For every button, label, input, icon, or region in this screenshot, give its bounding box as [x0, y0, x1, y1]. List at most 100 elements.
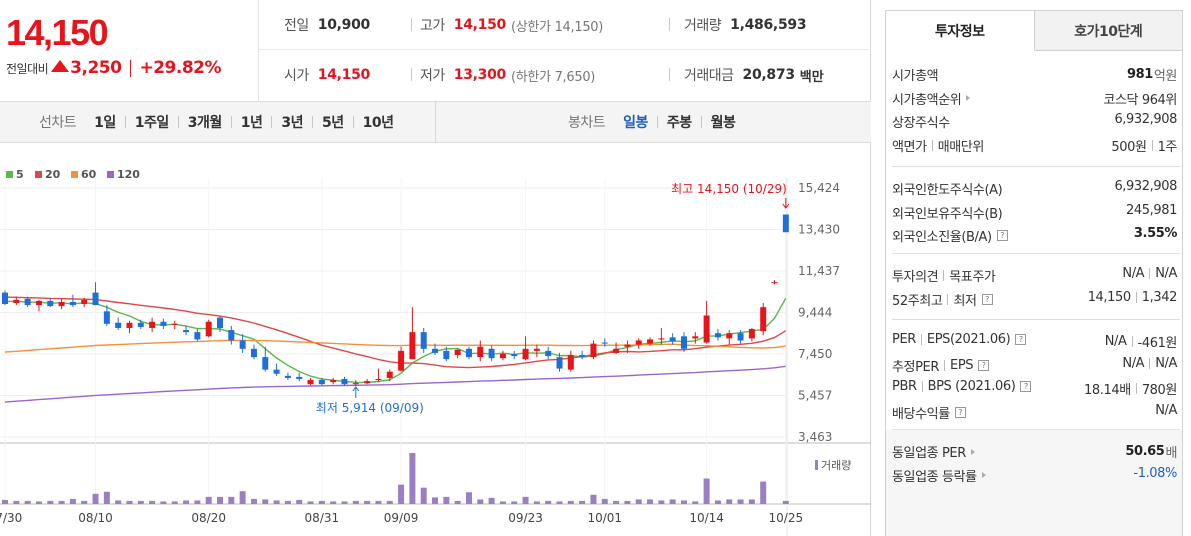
volume-bar: [58, 500, 65, 504]
line-period-4[interactable]: 1년: [240, 115, 263, 131]
help-icon[interactable]: ?: [978, 359, 990, 371]
candle-body: [613, 348, 620, 353]
info-key-label: 동일업종 등락률: [892, 469, 977, 485]
help-icon[interactable]: ?: [1020, 381, 1032, 392]
volume-bar: [296, 499, 303, 504]
volume-bar: [13, 500, 20, 504]
info-key-label: 52주최고: [892, 293, 943, 309]
info-key: 외국인소진율(B/A)?: [892, 226, 1008, 245]
candle-period-2[interactable]: 주봉: [666, 115, 692, 131]
info-key-label: 외국인한도주식수(A): [892, 183, 1003, 198]
info-value-main: 245,981: [1126, 202, 1177, 218]
volume-bar: [579, 500, 586, 504]
volume-bar: [115, 500, 122, 504]
info-row: PBR BPS (2021.06)? 18.14배 780원: [886, 376, 1182, 398]
volume-bar: [217, 496, 224, 504]
candle-body: [47, 300, 54, 307]
chevron-right-icon[interactable]: [970, 448, 975, 455]
chart-toolbar: 선차트 1일 1주일 3개월 1년 3년 5년 10년 봉차트 일봉 주봉 월봉: [0, 101, 871, 143]
help-icon[interactable]: ?: [1015, 334, 1027, 345]
info-key: 동일업종 PER: [892, 442, 975, 461]
low-price-stat: 저가 13,300 (하한가 7,650): [420, 67, 596, 85]
volume-legend-swatch: [815, 460, 818, 470]
volume-bar: [556, 501, 563, 504]
help-icon[interactable]: ?: [954, 406, 966, 418]
line-period-3[interactable]: 3개월: [187, 115, 223, 131]
candle-body: [81, 299, 88, 305]
candle-body: [556, 357, 563, 369]
tab-investment-info[interactable]: 투자정보: [885, 10, 1035, 51]
help-icon[interactable]: ?: [981, 293, 993, 305]
info-value: 245,981: [1126, 203, 1177, 218]
volume-bar: [171, 501, 178, 504]
y-tick-label: 15,424: [798, 181, 840, 195]
candle-body: [239, 340, 246, 349]
change-amount: 3,250: [70, 58, 122, 78]
tab-order-book[interactable]: 호가10단계: [1034, 10, 1183, 51]
volume-bar: [398, 484, 405, 504]
x-tick-label: 10/25: [769, 511, 804, 525]
candle-body: [24, 298, 31, 306]
divider: [312, 116, 314, 128]
info-key: 52주최고 최저?: [892, 290, 993, 309]
info-row: 동일업종 등락률 -1.08%: [886, 463, 1182, 485]
volume-bar: [341, 501, 348, 504]
up-triangle-icon: [51, 60, 70, 72]
high-annotation: 최고 14,150 (10/29): [671, 182, 787, 196]
y-tick-label: 9,444: [798, 305, 832, 319]
info-key: 외국인보유주식수(B): [892, 203, 1003, 222]
line-period-6[interactable]: 5년: [322, 115, 344, 131]
chevron-right-icon[interactable]: [981, 472, 986, 478]
y-tick-label: 5,457: [798, 388, 832, 402]
divider: [947, 293, 949, 305]
line-period-7[interactable]: 10년: [362, 115, 394, 131]
high-price-stat: 고가 14,150 (상한가 14,150): [420, 17, 604, 35]
info-value-part: -461원: [1137, 336, 1178, 351]
candle-body: [58, 301, 65, 307]
info-key-label: 상장주식수: [892, 116, 950, 131]
line-chart-title: 선차트: [39, 115, 77, 131]
info-value: N/A -461원: [1105, 332, 1178, 351]
line-period-5[interactable]: 3년: [281, 115, 304, 131]
low-arrow-icon: [352, 386, 360, 398]
info-key-label: 외국인소진율(B/A): [892, 230, 992, 245]
info-value: 18.14배 780원: [1084, 379, 1177, 398]
candle-period-3[interactable]: 월봉: [710, 115, 736, 131]
info-row: 상장주식수 6,932,908: [886, 109, 1182, 131]
moving-average-5: [4, 297, 787, 384]
candle-body: [748, 329, 755, 339]
info-value-main: N/A: [1155, 402, 1177, 418]
info-value: 3.55%: [1134, 226, 1178, 241]
volume-bar: [443, 496, 450, 504]
candle-body: [375, 378, 382, 381]
volume-bar: [250, 498, 257, 504]
divider: [130, 59, 132, 77]
volume-bar: [35, 501, 42, 504]
candle-body: [601, 342, 608, 344]
line-period-2[interactable]: 1주일: [134, 115, 170, 131]
info-key-label: PER: [892, 332, 916, 347]
candle-body: [579, 355, 586, 358]
info-key-label: BPS (2021.06): [927, 379, 1016, 394]
chevron-right-icon[interactable]: [966, 95, 971, 101]
candle-body: [160, 321, 167, 326]
price-chart[interactable]: 5 20 60 120 거래량 15,424 13,430 11,437 9,444 7,45…: [0, 143, 871, 536]
line-period-1[interactable]: 1일: [94, 115, 116, 131]
candle-body: [545, 350, 552, 357]
help-icon[interactable]: ?: [996, 230, 1008, 241]
volume-bar: [465, 492, 472, 504]
candle-period-1[interactable]: 일봉: [623, 115, 648, 131]
candle-body: [680, 336, 687, 349]
candle-body: [771, 282, 778, 284]
section-divider: [892, 166, 1180, 167]
candle-body: [318, 380, 325, 385]
volume-bar: [352, 500, 359, 504]
info-key: 동일업종 등락률: [892, 466, 986, 485]
info-key-label: 시가총액순위: [892, 92, 962, 108]
open-price-stat: 시가 14,150: [284, 67, 370, 84]
divider: [124, 116, 126, 128]
divider: [271, 116, 273, 128]
candle-body: [13, 299, 20, 303]
volume-bar: [137, 500, 144, 504]
volume-bar: [782, 500, 789, 504]
